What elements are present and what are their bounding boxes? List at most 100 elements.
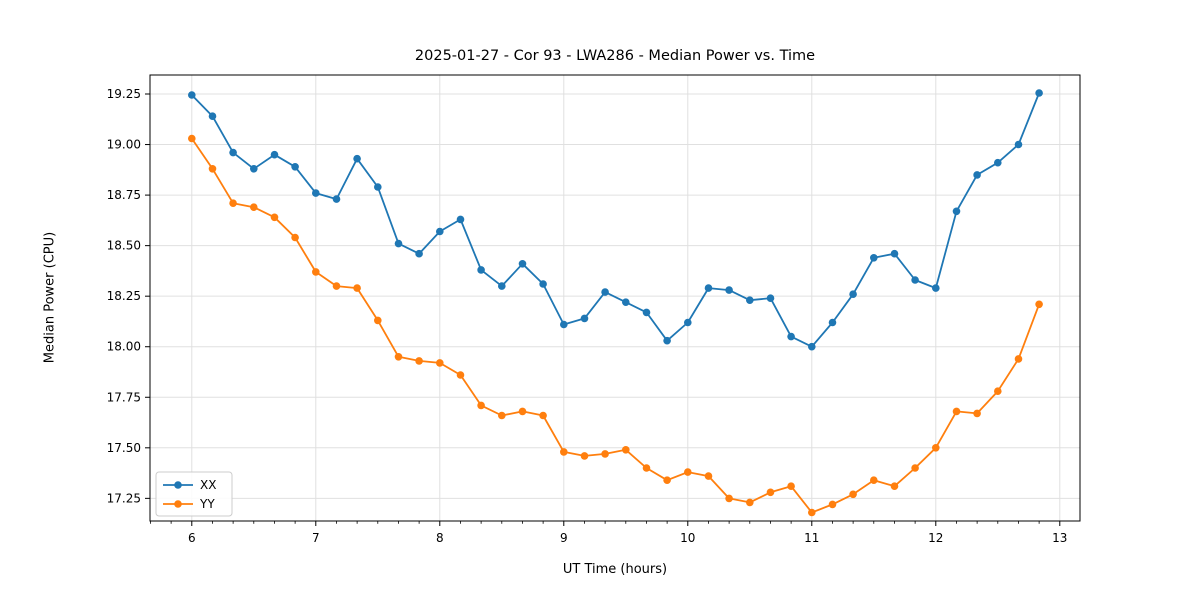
y-tick-label: 18.00 xyxy=(107,340,141,354)
data-point-xx xyxy=(849,290,857,299)
data-point-yy xyxy=(518,407,527,416)
data-point-xx xyxy=(229,148,237,157)
axes-spines xyxy=(149,74,1081,522)
data-point-xx xyxy=(932,284,940,292)
data-point-xx xyxy=(684,318,692,327)
data-point-xx xyxy=(663,336,671,345)
data-point-yy xyxy=(622,446,630,454)
x-tick-label: 12 xyxy=(928,531,943,545)
data-point-xx xyxy=(353,154,361,163)
data-point-xx xyxy=(766,294,775,303)
data-point-xx xyxy=(1014,140,1023,149)
data-point-yy xyxy=(436,359,444,367)
data-point-yy xyxy=(1014,355,1023,363)
data-point-xx xyxy=(312,189,320,197)
data-point-yy xyxy=(911,464,919,472)
data-point-yy xyxy=(188,134,196,143)
data-point-yy xyxy=(539,411,547,420)
data-point-yy xyxy=(394,353,403,361)
data-point-yy xyxy=(291,233,299,242)
legend-label-xx: XX xyxy=(200,478,216,492)
data-point-xx xyxy=(890,249,899,258)
x-tick-label: 10 xyxy=(680,531,695,545)
data-point-yy xyxy=(870,476,878,485)
data-point-yy xyxy=(787,482,795,491)
data-point-xx xyxy=(188,91,196,99)
data-point-yy xyxy=(477,401,485,410)
data-point-xx xyxy=(746,296,754,305)
page-title: 2025-01-27 - Cor 93 - LWA286 - Median Po… xyxy=(414,48,816,64)
data-point-yy xyxy=(663,476,671,485)
data-point-xx xyxy=(642,308,651,317)
data-point-yy xyxy=(932,444,940,452)
y-tick-label: 18.25 xyxy=(107,289,141,303)
y-tick-label: 19.00 xyxy=(107,138,141,152)
x-tick-label: 11 xyxy=(804,531,819,545)
legend-sample-marker xyxy=(174,500,182,508)
data-point-xx xyxy=(332,195,341,203)
data-point-yy xyxy=(994,387,1002,396)
data-point-xx xyxy=(952,207,961,216)
data-point-yy xyxy=(828,500,837,509)
data-point-yy xyxy=(704,472,713,480)
data-point-xx xyxy=(580,314,589,323)
y-tick-label: 17.75 xyxy=(107,390,141,404)
x-tick-label: 9 xyxy=(560,531,568,545)
data-point-yy xyxy=(725,494,733,503)
y-tick-label: 19.25 xyxy=(107,87,141,101)
data-point-yy xyxy=(849,490,857,499)
data-point-yy xyxy=(973,409,981,418)
data-point-xx xyxy=(870,253,878,262)
data-point-yy xyxy=(890,482,899,491)
y-tick-label: 17.50 xyxy=(107,441,141,455)
series-line-xx xyxy=(191,92,1040,348)
data-point-xx xyxy=(725,286,733,294)
x-axis-label: UT Time (hours) xyxy=(562,562,668,577)
data-point-xx xyxy=(994,158,1002,167)
data-point-yy xyxy=(374,316,382,325)
data-point-xx xyxy=(436,227,444,236)
y-tick-label: 17.25 xyxy=(107,491,141,505)
data-point-xx xyxy=(787,332,795,341)
x-tick-label: 6 xyxy=(188,531,196,545)
y-tick-label: 18.75 xyxy=(107,188,141,202)
y-tick-label: 18.50 xyxy=(107,239,141,253)
data-point-yy xyxy=(580,452,589,460)
data-point-xx xyxy=(415,249,423,258)
data-point-yy xyxy=(746,498,754,507)
data-point-yy xyxy=(601,450,609,458)
x-tick-label: 8 xyxy=(436,531,444,545)
data-point-xx xyxy=(539,280,547,288)
x-tick-label: 7 xyxy=(312,531,320,545)
data-point-yy xyxy=(684,468,692,476)
legend-box xyxy=(155,471,233,517)
data-point-xx xyxy=(291,163,299,171)
legend-label-yy: YY xyxy=(199,497,215,511)
data-point-yy xyxy=(270,213,279,222)
data-point-xx xyxy=(518,260,527,268)
data-point-yy xyxy=(353,284,361,292)
data-point-xx xyxy=(208,112,217,120)
data-point-xx xyxy=(270,150,279,159)
data-point-yy xyxy=(456,371,465,379)
data-point-yy xyxy=(952,407,961,416)
data-point-xx xyxy=(911,276,919,284)
data-point-xx xyxy=(1035,89,1043,97)
data-point-yy xyxy=(208,165,217,173)
data-point-yy xyxy=(229,199,237,207)
data-point-yy xyxy=(312,268,320,276)
y-axis-label: Median Power (CPU) xyxy=(42,231,58,364)
data-point-xx xyxy=(601,288,609,296)
data-point-xx xyxy=(498,282,506,290)
data-point-xx xyxy=(477,266,485,274)
data-point-yy xyxy=(498,411,506,420)
data-point-xx xyxy=(250,165,258,173)
data-point-yy xyxy=(808,508,816,517)
series-line-yy xyxy=(191,137,1040,514)
data-point-xx xyxy=(456,215,465,224)
legend-sample-marker xyxy=(174,481,182,489)
x-tick-label: 13 xyxy=(1052,531,1067,545)
data-point-yy xyxy=(560,448,568,456)
